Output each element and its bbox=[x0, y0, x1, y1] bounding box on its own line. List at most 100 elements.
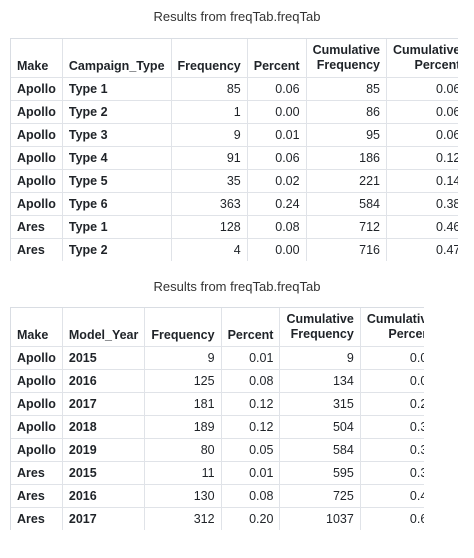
make-cell: Apollo bbox=[11, 77, 63, 101]
column-header-make: Make bbox=[11, 39, 63, 78]
results-table-1-body: Apollo Type 1 85 0.06 85 0.06 Apollo Type 2 1 0.0… bbox=[11, 77, 458, 261]
make-cell: Ares bbox=[11, 238, 63, 261]
make-cell: Apollo bbox=[11, 415, 63, 439]
category-cell: 2019 bbox=[62, 438, 146, 462]
category-cell: Type 3 bbox=[62, 123, 172, 147]
category-cell: Type 4 bbox=[62, 146, 172, 170]
column-header-cumulative-percent: Cumulative Percent bbox=[360, 308, 424, 347]
column-header-frequency: Frequency bbox=[144, 308, 222, 347]
make-cell: Apollo bbox=[11, 392, 63, 416]
column-header-make: Make bbox=[11, 308, 63, 347]
cumulative-percent-cell: 0.01 bbox=[360, 346, 424, 370]
cumulative-frequency-cell: 9 bbox=[279, 346, 361, 370]
results-table-2-viewport[interactable]: Make Model_Year Frequency Percent Cumula… bbox=[10, 307, 424, 530]
cumulative-percent-cell: 0.47 bbox=[386, 238, 458, 261]
percent-cell: 0.12 bbox=[221, 415, 281, 439]
make-cell: Ares bbox=[11, 461, 63, 485]
column-header-percent: Percent bbox=[247, 39, 307, 78]
cumulative-frequency-cell: 504 bbox=[279, 415, 361, 439]
results-table-1: Make Campaign_Type Frequency Percent Cum… bbox=[11, 39, 458, 261]
make-cell: Apollo bbox=[11, 369, 63, 393]
cumulative-frequency-cell: 1037 bbox=[279, 507, 361, 530]
percent-cell: 0.12 bbox=[221, 392, 281, 416]
category-cell: Type 5 bbox=[62, 169, 172, 193]
percent-cell: 0.06 bbox=[247, 146, 307, 170]
category-cell: Type 1 bbox=[62, 77, 172, 101]
category-cell: Type 6 bbox=[62, 192, 172, 216]
column-header-campaign-type: Campaign_Type bbox=[62, 39, 172, 78]
make-cell: Apollo bbox=[11, 123, 63, 147]
frequency-cell: 189 bbox=[144, 415, 222, 439]
cumulative-percent-cell: 0.38 bbox=[386, 192, 458, 216]
percent-cell: 0.00 bbox=[247, 100, 307, 124]
frequency-cell: 4 bbox=[171, 238, 248, 261]
cumulative-frequency-cell: 95 bbox=[306, 123, 387, 147]
frequency-cell: 181 bbox=[144, 392, 222, 416]
cumulative-frequency-cell: 584 bbox=[306, 192, 387, 216]
cumulative-percent-cell: 0.09 bbox=[360, 369, 424, 393]
results-table-2: Make Model_Year Frequency Percent Cumula… bbox=[11, 308, 424, 530]
frequency-cell: 130 bbox=[144, 484, 222, 508]
make-cell: Apollo bbox=[11, 100, 63, 124]
cumulative-frequency-cell: 86 bbox=[306, 100, 387, 124]
cumulative-frequency-cell: 584 bbox=[279, 438, 361, 462]
table-row: Ares Type 2 4 0.00 716 0.47 bbox=[11, 238, 458, 261]
results-table-1-viewport[interactable]: Make Campaign_Type Frequency Percent Cum… bbox=[10, 38, 458, 261]
category-cell: Type 1 bbox=[62, 215, 172, 239]
results-title-1: Results from freqTab.freqTab bbox=[153, 9, 321, 24]
frequency-cell: 9 bbox=[144, 346, 222, 370]
frequency-cell: 312 bbox=[144, 507, 222, 530]
make-cell: Apollo bbox=[11, 169, 63, 193]
percent-cell: 0.01 bbox=[247, 123, 307, 147]
percent-cell: 0.01 bbox=[221, 461, 281, 485]
make-cell: Apollo bbox=[11, 438, 63, 462]
cumulative-percent-cell: 0.14 bbox=[386, 169, 458, 193]
percent-cell: 0.01 bbox=[221, 346, 281, 370]
category-cell: 2016 bbox=[62, 369, 146, 393]
percent-cell: 0.02 bbox=[247, 169, 307, 193]
column-header-cumulative-percent: Cumulative Percent bbox=[386, 39, 458, 78]
make-cell: Apollo bbox=[11, 146, 63, 170]
frequency-cell: 128 bbox=[171, 215, 248, 239]
table-row: Apollo Type 5 35 0.02 221 0.14 bbox=[11, 169, 458, 193]
results-table-2-body: Apollo201590.0190.01Apollo20161250.08134… bbox=[11, 346, 424, 530]
frequency-cell: 35 bbox=[171, 169, 248, 193]
percent-cell: 0.08 bbox=[221, 484, 281, 508]
table-row: Apollo Type 4 91 0.06 186 0.12 bbox=[11, 146, 458, 170]
cumulative-percent-cell: 0.68 bbox=[360, 507, 424, 530]
category-cell: 2017 bbox=[62, 507, 146, 530]
cumulative-frequency-cell: 186 bbox=[306, 146, 387, 170]
frequency-cell: 85 bbox=[171, 77, 248, 101]
column-header-model-year: Model_Year bbox=[62, 308, 146, 347]
cumulative-frequency-cell: 716 bbox=[306, 238, 387, 261]
percent-cell: 0.08 bbox=[221, 369, 281, 393]
category-cell: 2015 bbox=[62, 346, 146, 370]
percent-cell: 0.24 bbox=[247, 192, 307, 216]
category-cell: 2015 bbox=[62, 461, 146, 485]
cumulative-frequency-cell: 315 bbox=[279, 392, 361, 416]
cumulative-percent-cell: 0.39 bbox=[360, 461, 424, 485]
cumulative-frequency-cell: 134 bbox=[279, 369, 361, 393]
percent-cell: 0.08 bbox=[247, 215, 307, 239]
column-header-percent: Percent bbox=[221, 308, 281, 347]
cumulative-percent-cell: 0.38 bbox=[360, 438, 424, 462]
cumulative-frequency-cell: 595 bbox=[279, 461, 361, 485]
category-cell: Type 2 bbox=[62, 238, 172, 261]
cumulative-frequency-cell: 85 bbox=[306, 77, 387, 101]
cumulative-frequency-cell: 712 bbox=[306, 215, 387, 239]
frequency-cell: 1 bbox=[171, 100, 248, 124]
column-header-cumulative-frequency: Cumulative Frequency bbox=[279, 308, 361, 347]
table-row: Apollo Type 6 363 0.24 584 0.38 bbox=[11, 192, 458, 216]
percent-cell: 0.06 bbox=[247, 77, 307, 101]
category-cell: 2018 bbox=[62, 415, 146, 439]
table-row: Apollo Type 2 1 0.00 86 0.06 bbox=[11, 100, 458, 124]
cumulative-percent-cell: 0.06 bbox=[386, 123, 458, 147]
cumulative-percent-cell: 0.06 bbox=[386, 77, 458, 101]
results-title-2: Results from freqTab.freqTab bbox=[153, 279, 321, 294]
table-row: Ares Type 1 128 0.08 712 0.46 bbox=[11, 215, 458, 239]
